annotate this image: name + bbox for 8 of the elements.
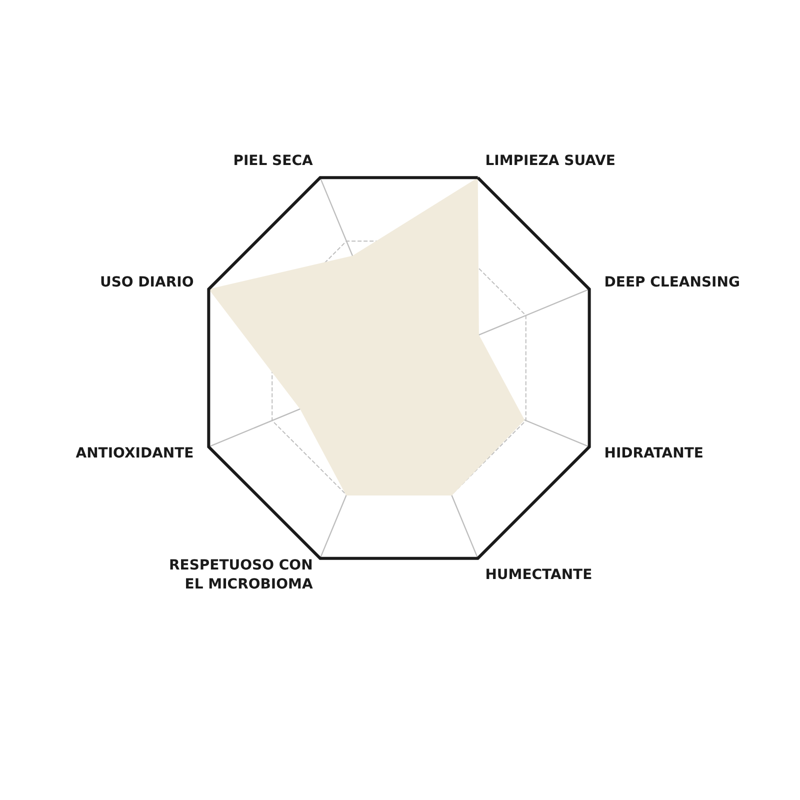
spoke-label: LIMPIEZA SUAVE [485,153,616,170]
spoke-label: RESPETUOSO CON EL MICROBIOMA [168,557,313,592]
spoke-label: PIEL SECA [233,153,313,170]
spoke-label: DEEP CLEANSING [604,274,740,290]
spoke-label: USO DIARIO [100,274,194,290]
spoke-label: HUMECTANTE [485,566,592,583]
spoke-label: HIDRATANTE [604,446,704,462]
spoke-label: ANTIOXIDANTE [76,446,194,462]
